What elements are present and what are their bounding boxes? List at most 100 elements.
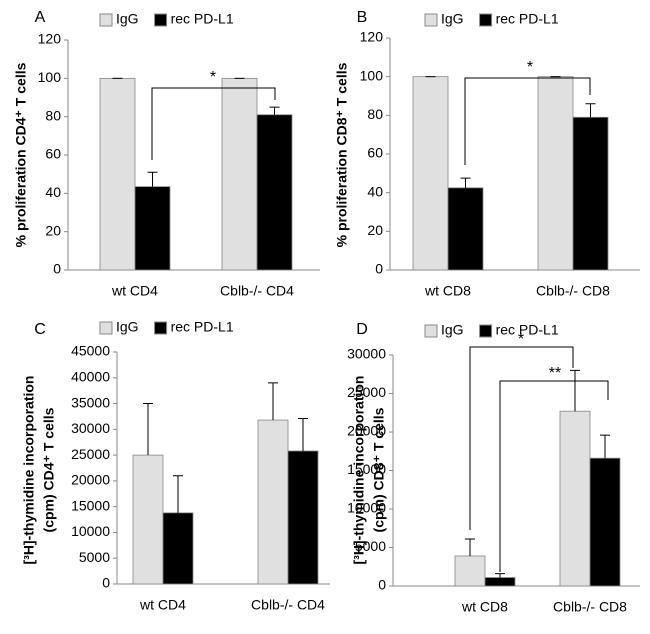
y-tick-label: 0: [102, 575, 110, 591]
bar: [572, 116, 609, 271]
legend-swatch: [424, 324, 438, 338]
bar: [589, 457, 621, 587]
y-tick-label: 25000: [71, 446, 110, 462]
y-tick-label: 80: [367, 106, 383, 122]
y-axis-title: % proliferation CD4⁺ T cells: [13, 62, 29, 247]
y-tick-label: 20: [45, 222, 61, 238]
bar: [256, 114, 293, 271]
panel-label: C: [34, 321, 46, 338]
y-axis-title: [³H]-thymidine incorporation: [351, 376, 367, 565]
bar: [287, 450, 319, 585]
legend-swatch: [479, 324, 493, 338]
significance-label: **: [549, 365, 561, 382]
bar: [132, 454, 164, 585]
y-tick-label: 5000: [79, 549, 110, 565]
x-tick-label: wt CD4: [139, 597, 186, 613]
legend-swatch: [479, 13, 493, 27]
y-tick-label: 30000: [71, 420, 110, 436]
bar: [537, 76, 574, 271]
bar: [484, 577, 516, 587]
y-tick-label: 60: [367, 145, 383, 161]
bar: [99, 77, 136, 271]
legend-label: rec PD-L1: [171, 319, 234, 335]
legend-label: rec PD-L1: [171, 11, 234, 27]
significance-label: *: [518, 331, 524, 348]
error-bar: [298, 418, 308, 451]
error-bar: [495, 573, 505, 578]
y-tick-label: 20000: [71, 472, 110, 488]
y-tick-label: 40: [45, 184, 61, 200]
significance-bracket: [464, 77, 591, 165]
legend-swatch: [99, 13, 113, 27]
y-axis-title: (cpm) CD8⁺ T cells: [371, 407, 387, 532]
y-axis-title: % proliferation CD8⁺ T cells: [334, 62, 350, 247]
bar: [454, 555, 486, 587]
x-tick-label: wt CD8: [461, 599, 508, 615]
y-tick-label: 80: [45, 107, 61, 123]
significance-bracket: [499, 380, 609, 572]
y-axis-title: [³H]-thymidine incorporation: [21, 376, 37, 565]
bar: [221, 77, 258, 271]
y-tick-label: 20: [367, 222, 383, 238]
y-tick-label: 0: [53, 261, 61, 277]
legend-label: IgG: [441, 322, 464, 338]
significance-label: *: [210, 69, 216, 86]
y-tick-label: 25000: [347, 384, 386, 400]
bar: [559, 410, 591, 587]
y-tick-label: 0: [378, 577, 386, 593]
y-tick-label: 30000: [347, 346, 386, 362]
significance-bracket: [151, 87, 276, 160]
bar: [412, 76, 449, 271]
x-tick-label: Cblb-/- CD4: [251, 597, 325, 613]
y-tick-label: 120: [38, 31, 62, 47]
error-bar: [269, 106, 280, 115]
bar: [447, 187, 484, 271]
y-tick-label: 100: [38, 69, 62, 85]
y-tick-label: 120: [360, 29, 384, 45]
bar: [134, 186, 171, 271]
error-bar: [570, 369, 580, 412]
x-tick-label: Cblb-/- CD8: [553, 599, 627, 615]
y-tick-label: 15000: [347, 461, 386, 477]
legend-swatch: [154, 13, 168, 27]
x-tick-label: wt CD8: [424, 283, 471, 299]
y-tick-label: 0: [375, 261, 383, 277]
y-tick-label: 45000: [71, 343, 110, 359]
panel-label: A: [35, 9, 46, 26]
legend-label: IgG: [116, 11, 139, 27]
legend-label: IgG: [116, 319, 139, 335]
y-tick-label: 40000: [71, 368, 110, 384]
x-tick-label: wt CD4: [111, 283, 158, 299]
y-tick-label: 15000: [71, 497, 110, 513]
y-axis-title: (cpm) CD4⁺ T cells: [41, 407, 57, 532]
error-bar: [173, 475, 183, 513]
significance-label: *: [527, 59, 533, 76]
error-bar: [585, 103, 596, 118]
x-tick-label: Cblb-/- CD8: [536, 283, 610, 299]
y-tick-label: 10000: [71, 523, 110, 539]
significance-bracket: [469, 346, 574, 530]
legend-label: rec PD-L1: [496, 322, 559, 338]
panel-label: B: [357, 9, 368, 26]
panel-label: D: [356, 321, 368, 338]
x-tick-label: Cblb-/- CD4: [220, 283, 294, 299]
y-tick-label: 10000: [347, 500, 386, 516]
legend-label: rec PD-L1: [496, 11, 559, 27]
legend-label: IgG: [441, 11, 464, 27]
error-bar: [600, 434, 610, 459]
legend-swatch: [154, 321, 168, 335]
legend-swatch: [99, 321, 113, 335]
y-tick-label: 35000: [71, 394, 110, 410]
legend-swatch: [424, 13, 438, 27]
error-bar: [465, 538, 475, 556]
y-tick-label: 60: [45, 146, 61, 162]
bar: [257, 419, 289, 585]
error-bar: [268, 382, 278, 421]
y-tick-label: 20000: [347, 423, 386, 439]
y-tick-label: 5000: [355, 538, 386, 554]
error-bar: [147, 171, 158, 187]
bar: [162, 512, 194, 585]
error-bar: [460, 177, 471, 188]
y-tick-label: 100: [360, 67, 384, 83]
